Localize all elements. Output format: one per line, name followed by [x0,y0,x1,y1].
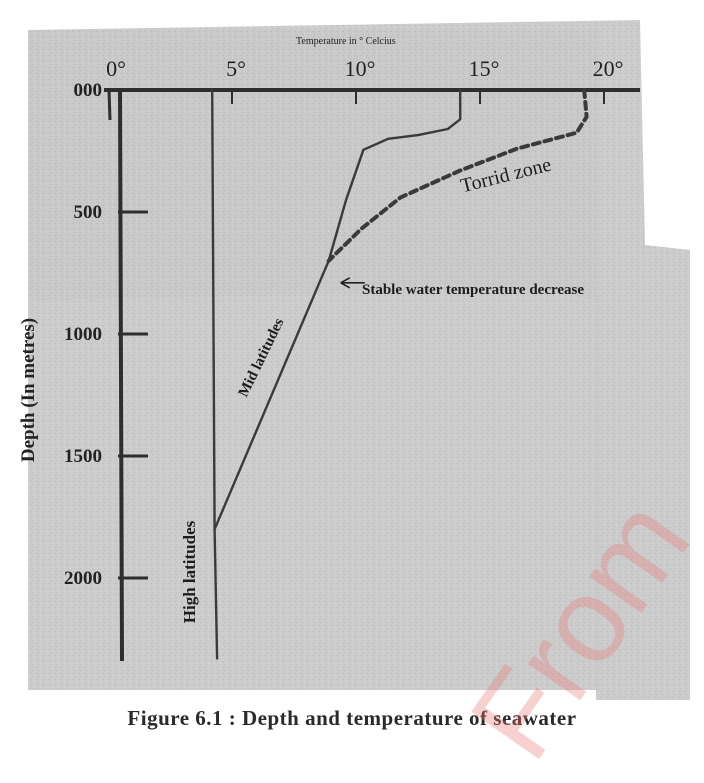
annotation-layer [340,277,365,289]
series-layer [211,88,589,660]
y-tick-label: 000 [74,80,103,101]
axes [104,88,640,661]
y-tick-label: 1000 [64,324,102,345]
x-tick-label: 5° [226,56,246,81]
label-high-latitudes: High latitudes [180,520,199,624]
x-tick-label: 20° [593,56,624,81]
tick-layer: 0° 5° 10° 15° 20° 000 500 1000 1500 2000 [64,56,623,589]
y-axis-title: Depth (In metres) [18,317,39,463]
scan-background-left [28,30,600,690]
figure-caption: Figure 6.1 : Depth and temperature of se… [127,706,577,730]
y-axis-line [118,89,124,661]
y-axis-top-stub [107,89,112,121]
annotation-arrowhead [340,277,351,289]
label-stable-decrease: Stable water temperature decrease [362,282,585,298]
y-tick-label: 1500 [64,446,102,467]
x-axis-title: Temperature in ° Celcius [296,36,396,47]
x-tick-label: 15° [469,56,500,81]
series-torrid-zone [326,88,589,263]
x-tick-label: 10° [345,56,376,81]
y-tick-label: 500 [74,202,103,223]
x-tick-label: 0° [106,56,126,81]
depth-temperature-chart: 0° 5° 10° 15° 20° 000 500 1000 1500 2000 [28,20,690,700]
figure: 0° 5° 10° 15° 20° 000 500 1000 1500 2000 Temperat… [18,20,704,782]
y-tick-label: 2000 [64,568,102,589]
series-mid-latitudes [213,88,462,531]
